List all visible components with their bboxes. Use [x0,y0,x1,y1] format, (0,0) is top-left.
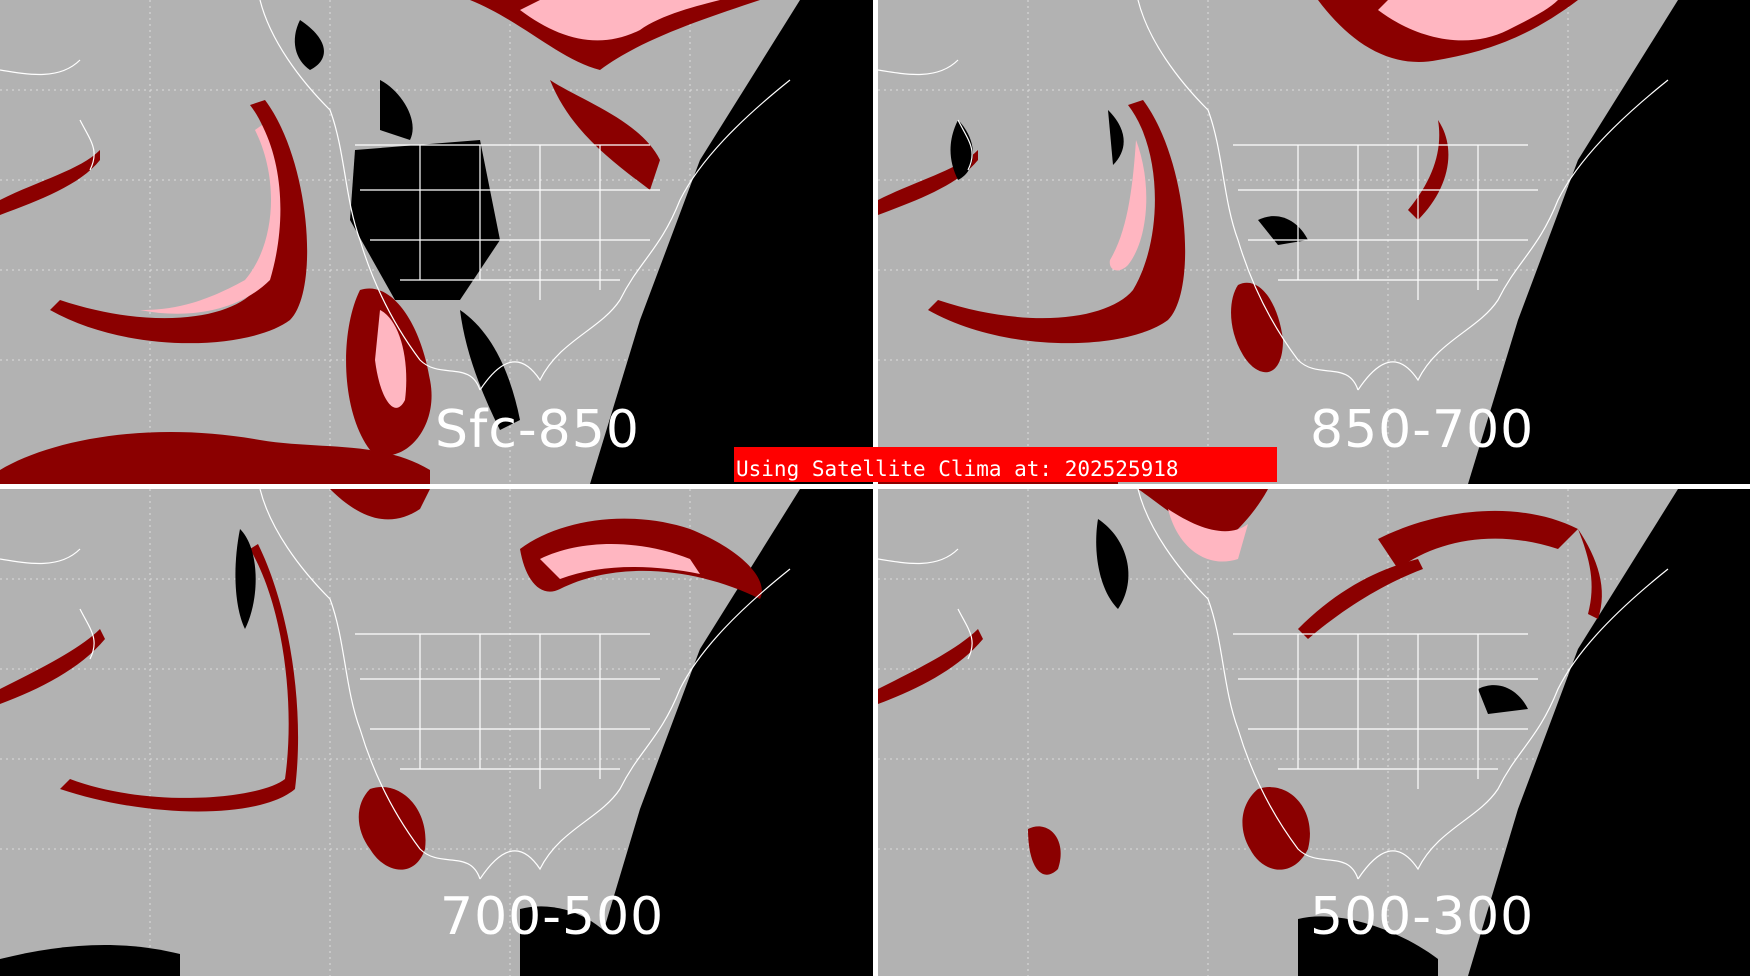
map-panel-700-500: 700-500 [0,489,873,976]
map-panel-850-700: 850-700 [878,0,1750,484]
layer-label-850-700: 850-700 [1310,400,1535,460]
map-panel-sfc-850: Sfc-850 [0,0,873,484]
banner-text: Using Satellite Clima at: 202525918 [736,457,1179,481]
layer-label-500-300: 500-300 [1310,887,1535,947]
layer-label-sfc-850: Sfc-850 [435,400,640,460]
map-graphic-700-500 [0,489,873,976]
map-graphic-500-300 [878,489,1750,976]
map-graphic-850-700 [878,0,1750,484]
map-panel-500-300: 500-300 [878,489,1750,976]
satellite-clima-banner: Using Satellite Clima at: 202525918 [734,447,1277,482]
layer-label-700-500: 700-500 [440,887,665,947]
map-graphic-sfc-850 [0,0,873,484]
